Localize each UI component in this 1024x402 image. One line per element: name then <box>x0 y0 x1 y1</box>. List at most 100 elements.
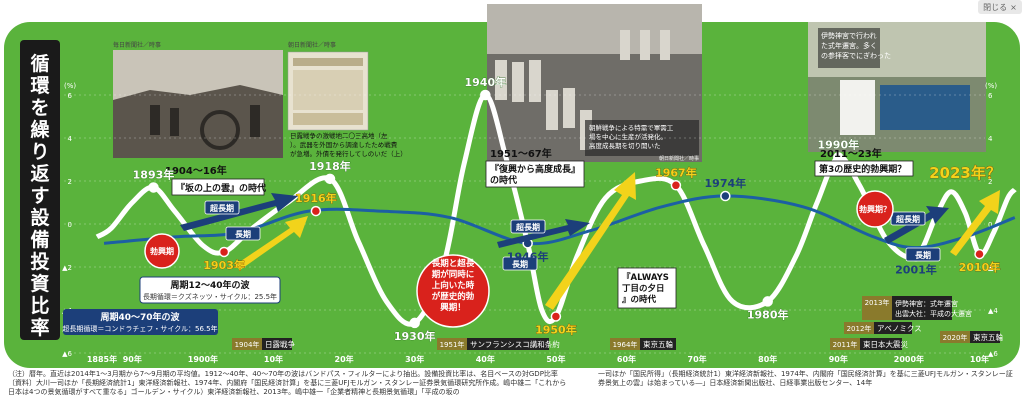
era-box <box>485 160 585 188</box>
y-tick-label: 4 <box>68 135 73 143</box>
trend-arrows <box>180 172 1000 310</box>
event-year-box <box>844 322 874 334</box>
x-tick-label: 70年 <box>688 354 707 364</box>
data-point <box>480 89 491 101</box>
chart-title-char: 返 <box>30 163 49 185</box>
era-name: 『坂の上の雲』の時代 <box>176 182 266 194</box>
era-years: 1951〜67年 <box>490 147 552 160</box>
era-name: の時代 <box>490 174 517 186</box>
arrow-tag: 長期 <box>235 229 251 239</box>
title-box <box>20 40 60 340</box>
data-label: 1946年 <box>507 249 549 263</box>
close-icon: × <box>1010 2 1017 12</box>
data-label: 2001年 <box>895 262 937 276</box>
data-point <box>409 317 420 329</box>
event-year: 2012年 <box>847 324 872 333</box>
wave-box <box>63 309 218 335</box>
era-name: 第3の歴史的勃興期？ <box>819 163 906 175</box>
x-tick-label: 50年 <box>546 354 565 364</box>
footnote-left: （注）暦年。直近は2014年1〜3月期から7〜9月期の平均値。1912〜40年、… <box>8 370 567 396</box>
photo-bond <box>287 51 369 131</box>
point-labels: 1893年 1903年 1916年 1918年 1930年 1940年 1946年 1950年… <box>132 75 1001 343</box>
y-axis-right: 6 4 2 0 ▲2 ▲4 ▲6 <box>988 92 998 358</box>
data-label: 1950年 <box>535 322 577 336</box>
arrow-tag-box <box>502 256 538 271</box>
chart-title-char: を <box>30 97 49 119</box>
y-tick-label: 2 <box>988 178 992 186</box>
era-box <box>617 267 677 309</box>
y-tick-label: 0 <box>68 221 72 229</box>
event-year: 2011年 <box>833 340 858 349</box>
chart-title-char: 環 <box>30 75 50 97</box>
data-point <box>310 205 322 217</box>
event-year: 1951年 <box>440 340 465 349</box>
event-name: 東京五輪 <box>973 332 1003 342</box>
chart-title-char: 資 <box>30 272 49 295</box>
close-button[interactable]: 閉じる × <box>978 0 1022 14</box>
event-name: 東日本大震災 <box>863 339 908 349</box>
wave-sub: 長期循環＝クズネッツ・サイクル：25.5年 <box>143 292 277 301</box>
event-labels: 1904年 日露戦争 1951年 サンフランシスコ講和条約 1964年 東京五輪 2011年… <box>232 296 1003 350</box>
caption-line: 伊勢神宮で行われ <box>821 31 877 40</box>
event-name: アベノミクス <box>877 324 922 333</box>
y-tick-label: 2 <box>68 178 72 186</box>
badge-text: 期が同時に <box>432 269 475 280</box>
arrow-tag-box <box>510 219 546 234</box>
caption-line: の参拝客でにぎわった <box>821 51 891 60</box>
y-tick-label: ▲6 <box>62 350 72 358</box>
data-label: 2023年？ <box>929 164 1001 182</box>
photo-credit-1: 毎日新聞社／時事 <box>113 41 161 49</box>
photo-credit-2: 朝日新聞社／時事 <box>288 41 336 49</box>
chart-title-char: り <box>30 141 49 163</box>
x-axis: 1885年 90年 1900年 10年 20年 30年 40年 50年 60年 70年 80年 90年… <box>87 354 989 364</box>
chart-title-char: 備 <box>30 228 49 251</box>
event-name: 出雲大社：平成の大遷宮 <box>895 309 972 318</box>
arrow-tag: 長期 <box>512 259 528 269</box>
caption-line: た式年遷宮。多く <box>821 41 877 50</box>
chart-title-char: 率 <box>30 316 49 339</box>
data-point <box>148 182 159 193</box>
event-name: 伊勢神宮：式年遷宮 <box>895 299 958 308</box>
x-tick-label: 80年 <box>758 354 777 364</box>
y-tick-label: 4 <box>988 135 993 143</box>
event-name: 東京五輪 <box>643 339 673 349</box>
x-tick-label: 10年 <box>264 354 283 364</box>
chart-title-char: 設 <box>30 206 50 229</box>
arrow-tag: 超長期 <box>515 222 540 232</box>
caption-line: 日露戦争の激戦地二〇三高地（左 <box>290 131 388 140</box>
footnote-right: 一司ほか「国民所得」（長期経済統計1）東洋経済新報社、1974年、内閣府「国民経… <box>598 370 1013 387</box>
event-name: 日露戦争 <box>265 339 295 349</box>
data-label: 1940年 <box>464 75 506 89</box>
badge-text: 長期と超長 <box>432 258 475 269</box>
x-tick-label: 60年 <box>617 354 636 364</box>
data-point <box>324 173 336 185</box>
era-labels: 1904〜16年『坂の上の雲』の時代 1951〜67年『復興から高度成長』の時代『… <box>165 147 914 309</box>
chart-title-char: す <box>30 185 49 207</box>
data-point <box>670 180 682 191</box>
y-axis-unit-left: (%) <box>64 82 76 90</box>
data-label: 1967年 <box>655 165 697 179</box>
wave-title: 周期12〜40年の波 <box>170 279 250 291</box>
x-tick-label: 20年 <box>335 354 354 364</box>
era-name: 』の時代 <box>622 294 657 305</box>
y-tick-label: ▲2 <box>62 264 72 272</box>
data-label: 2010年 <box>959 260 1001 274</box>
y-tick-label: ▲2 <box>988 264 998 272</box>
era-name: 『ALWAYS <box>622 272 669 283</box>
wave-box <box>139 276 281 304</box>
photo-battlefield <box>113 50 283 158</box>
badge-text: が歴史的勃 <box>432 291 475 302</box>
data-label: 1916年 <box>295 191 337 205</box>
arrow-tag-box <box>204 200 240 215</box>
badge-circle <box>856 190 894 228</box>
arrow-tag-box <box>905 247 941 262</box>
badge-circle <box>416 254 490 328</box>
x-tick-label: 30年 <box>405 354 424 364</box>
event-year-box <box>862 296 892 320</box>
photo-factory <box>487 4 702 162</box>
data-point <box>218 246 230 258</box>
photo-caption-2: 日露戦争の激戦地二〇三高地（左）。武器を外国から調達したため戦費が急増。外債を発… <box>290 131 407 158</box>
badge-text: 上向いた時 <box>432 280 475 291</box>
